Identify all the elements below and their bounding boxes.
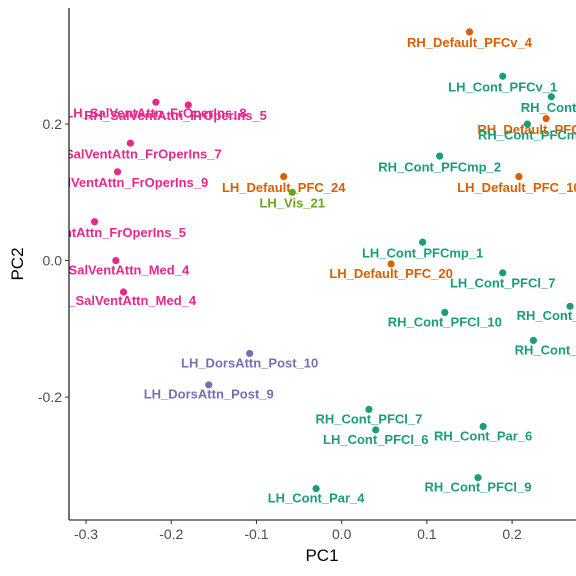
data-point <box>547 93 555 101</box>
data-point <box>387 260 395 268</box>
data-point <box>436 152 444 160</box>
data-point <box>312 484 320 493</box>
point-label: LH_DorsAttn_Post_10 <box>181 355 318 370</box>
point-label: RH_Default_PFCv_4 <box>407 35 533 50</box>
point-label: LH_Cont_PFCl_6 <box>323 432 428 447</box>
point-label: RH_Cont_PFCl_10 <box>388 314 502 329</box>
point-label: LH_Cont_Par_4 <box>268 490 366 505</box>
point-label: RH_SalVentAttn_Med_4 <box>43 262 190 277</box>
data-point <box>542 114 550 123</box>
point-label: RH_SalVentAttn_FrOperIns_5 <box>3 225 186 240</box>
point-label: RH_Cont_PFCv_1 <box>521 100 576 115</box>
data-point <box>529 336 537 345</box>
x-tick-label: -0.2 <box>159 526 183 542</box>
data-point <box>184 101 192 109</box>
point-label: RH_Cont_PFCl_7 <box>315 411 422 426</box>
point-label: LH_Default_PFC_10 <box>457 180 576 195</box>
y-axis-title: PC2 <box>8 247 27 280</box>
data-point <box>365 405 373 414</box>
x-tick-label: -0.3 <box>74 526 98 542</box>
point-label: LH_Cont_PFCl_7 <box>450 275 555 290</box>
data-point <box>288 188 296 196</box>
x-tick-label: 0.2 <box>502 526 522 542</box>
data-point <box>113 168 122 176</box>
point-label: RH_Cont_PFCl_9 <box>425 480 532 495</box>
point-label: LH_Cont_PFCv_1 <box>448 80 557 95</box>
data-point <box>126 139 134 147</box>
point-label: RH_Cont_PFCmp_2 <box>378 159 501 174</box>
data-point <box>499 72 507 80</box>
data-point <box>515 173 523 181</box>
data-point <box>246 349 254 358</box>
data-point <box>474 474 482 482</box>
data-point <box>465 28 474 36</box>
data-point <box>479 422 487 431</box>
data-point <box>499 269 507 277</box>
point-label: LH_Default_PFC_20 <box>329 266 453 281</box>
point-label: LH_SalVentAttn_FrOperIns_8 <box>65 105 246 120</box>
point-label: LH_DorsAttn_Post_9 <box>144 387 274 402</box>
data-point <box>90 218 99 226</box>
data-point <box>419 238 427 246</box>
point-label: RH_Cont_PFCl_8 <box>517 308 576 323</box>
point-label: LH_Cont_PFCmp_1 <box>362 245 483 260</box>
x-tick-label: -0.1 <box>244 526 268 542</box>
point-label: RH_Cont_PFCl_13 <box>515 342 576 357</box>
point-label: RH_Default_PFCdPFCm_1 <box>477 122 576 137</box>
point-label: LH_Default_PFC_24 <box>222 180 346 195</box>
data-point <box>152 98 160 106</box>
data-point <box>372 426 380 434</box>
data-point <box>280 173 288 181</box>
data-point <box>205 381 213 389</box>
data-point <box>112 256 120 265</box>
x-tick-label: 0.1 <box>417 526 437 542</box>
data-point <box>119 288 128 296</box>
point-label: RH_Cont_PFCmp_1 <box>478 127 576 142</box>
data-point <box>566 302 574 310</box>
data-point <box>441 308 449 317</box>
x-axis-title: PC1 <box>305 546 338 565</box>
y-tick-label: 0.2 <box>43 116 63 132</box>
x-tick-label: 0.0 <box>332 526 352 542</box>
point-label: LH_SalVentAttn_FrOperIns_9 <box>27 175 208 190</box>
y-tick-label: 0.0 <box>43 253 63 269</box>
point-label: LH_SalVentAttn_Med_4 <box>51 293 197 308</box>
point-label: RH_SalVentAttn_FrOperIns_7 <box>39 146 222 161</box>
data-point <box>523 120 532 128</box>
point-label: RH_Cont_Par_6 <box>434 428 532 443</box>
point-label: RH_SalVentAttn_FrOperIns_5 <box>84 108 267 123</box>
y-tick-label: -0.2 <box>38 389 62 405</box>
point-label: LH_Vis_21 <box>259 196 325 211</box>
axes: -0.3 -0.2 -0.1 0.0 0.1 0.2 -0.2 0.0 0.2 <box>38 116 522 542</box>
plot-area: RH_Default_PFCv_4 LH_Cont_PFCv_1 RH_Cont_P… <box>3 28 576 505</box>
